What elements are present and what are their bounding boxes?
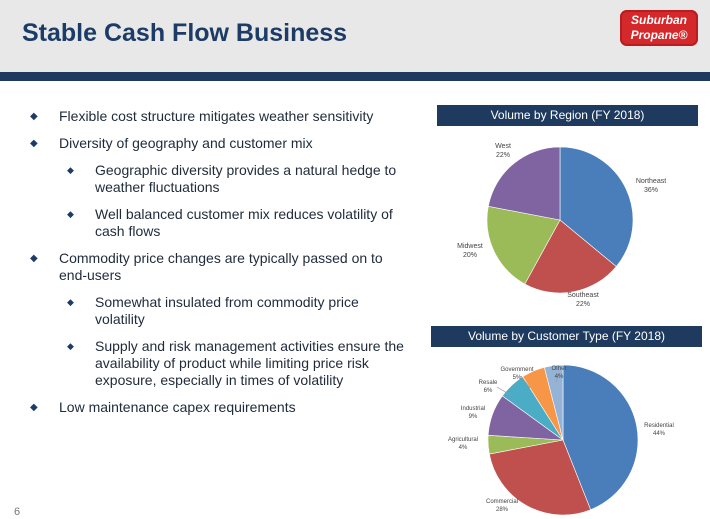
slice-label-northeast: Northeast bbox=[636, 178, 666, 185]
slice-label-agricultural: Agricultural bbox=[448, 437, 478, 443]
bullet-text: Well balanced customer mix reduces volat… bbox=[95, 206, 393, 239]
page-number: 6 bbox=[14, 506, 21, 518]
slice-value-industrial: 9% bbox=[469, 414, 478, 420]
slice-value-other: 4% bbox=[555, 374, 564, 380]
sub-bullet-item: ◆ Geographic diversity provides a natural… bbox=[30, 162, 410, 196]
diamond-bullet-icon: ◆ bbox=[67, 297, 74, 307]
diamond-bullet-icon: ◆ bbox=[30, 253, 38, 264]
pie-slice-resale bbox=[501, 376, 564, 441]
slice-label-commercial: Commercial bbox=[486, 499, 518, 505]
bullet-list: ◆ Flexible cost structure mitigates weath… bbox=[30, 108, 410, 426]
pie-slice-midwest bbox=[486, 205, 561, 285]
leader-line bbox=[496, 386, 513, 397]
pie-slice-northeast bbox=[559, 146, 634, 267]
pie-slice-west bbox=[487, 146, 561, 221]
bullet-item: ◆ Commodity price changes are typically p… bbox=[30, 250, 410, 284]
slice-label-resale: Resale bbox=[479, 380, 498, 386]
page-title: Stable Cash Flow Business bbox=[22, 19, 348, 47]
slice-value-northeast: 36% bbox=[644, 187, 658, 194]
pie-slice-residential bbox=[562, 364, 639, 511]
diamond-bullet-icon: ◆ bbox=[67, 209, 74, 219]
sub-bullet-item: ◆ Well balanced customer mix reduces vola… bbox=[30, 206, 410, 240]
pie-slice-government bbox=[522, 366, 564, 441]
slice-label-southeast: Southeast bbox=[567, 292, 599, 299]
slice-value-west: 22% bbox=[496, 152, 510, 159]
bullet-text: Geographic diversity provides a natural … bbox=[95, 162, 397, 195]
slice-label-other: Other bbox=[551, 366, 566, 372]
bullet-item: ◆ Flexible cost structure mitigates weath… bbox=[30, 108, 410, 125]
logo-text-line2: Propane® bbox=[630, 28, 688, 42]
customer-chart-title: Volume by Customer Type (FY 2018) bbox=[431, 326, 702, 347]
slice-label-residential: Residential bbox=[644, 423, 674, 429]
bullet-text: Diversity of geography and customer mix bbox=[59, 135, 313, 151]
slice-value-resale: 6% bbox=[484, 388, 493, 394]
bullet-text: Supply and risk management activities en… bbox=[95, 338, 404, 388]
diamond-bullet-icon: ◆ bbox=[67, 165, 74, 175]
pie-slice-other bbox=[543, 364, 564, 441]
slice-label-west: West bbox=[495, 143, 511, 150]
slice-value-government: 5% bbox=[513, 375, 522, 381]
slice-value-midwest: 20% bbox=[463, 252, 477, 259]
suburban-propane-logo: Suburban Propane® bbox=[620, 10, 698, 46]
bullet-item: ◆ Low maintenance capex requirements bbox=[30, 399, 410, 416]
slice-label-midwest: Midwest bbox=[457, 243, 483, 250]
region-chart-title: Volume by Region (FY 2018) bbox=[437, 105, 698, 126]
diamond-bullet-icon: ◆ bbox=[67, 341, 74, 351]
bullet-text: Flexible cost structure mitigates weathe… bbox=[59, 108, 374, 124]
sub-bullet-item: ◆ Supply and risk management activities e… bbox=[30, 338, 410, 389]
slice-value-agricultural: 4% bbox=[459, 445, 468, 451]
logo-text-line1: Suburban bbox=[631, 13, 687, 27]
bullet-text: Somewhat insulated from commodity price … bbox=[95, 294, 359, 327]
diamond-bullet-icon: ◆ bbox=[30, 138, 38, 149]
slice-value-southeast: 22% bbox=[576, 301, 590, 308]
leader-line bbox=[555, 373, 560, 383]
diamond-bullet-icon: ◆ bbox=[30, 111, 38, 122]
slice-value-residential: 44% bbox=[653, 431, 666, 437]
bullet-text: Commodity price changes are typically pa… bbox=[59, 250, 383, 283]
header-bar bbox=[0, 0, 710, 72]
pie-slice-agricultural bbox=[487, 434, 564, 455]
diamond-bullet-icon: ◆ bbox=[30, 402, 38, 413]
sub-bullet-item: ◆ Somewhat insulated from commodity price… bbox=[30, 294, 410, 328]
bullet-text: Low maintenance capex requirements bbox=[59, 399, 296, 415]
pie-slice-industrial bbox=[487, 395, 565, 441]
slice-value-commercial: 28% bbox=[496, 507, 509, 513]
header-divider bbox=[0, 72, 710, 81]
slice-label-government: Government bbox=[500, 367, 533, 373]
slice-label-industrial: Industrial bbox=[461, 406, 485, 412]
pie-slice-southeast bbox=[524, 219, 617, 294]
leader-line bbox=[520, 375, 531, 389]
pie-slice-commercial bbox=[488, 439, 591, 516]
bullet-item: ◆ Diversity of geography and customer mix bbox=[30, 135, 410, 152]
